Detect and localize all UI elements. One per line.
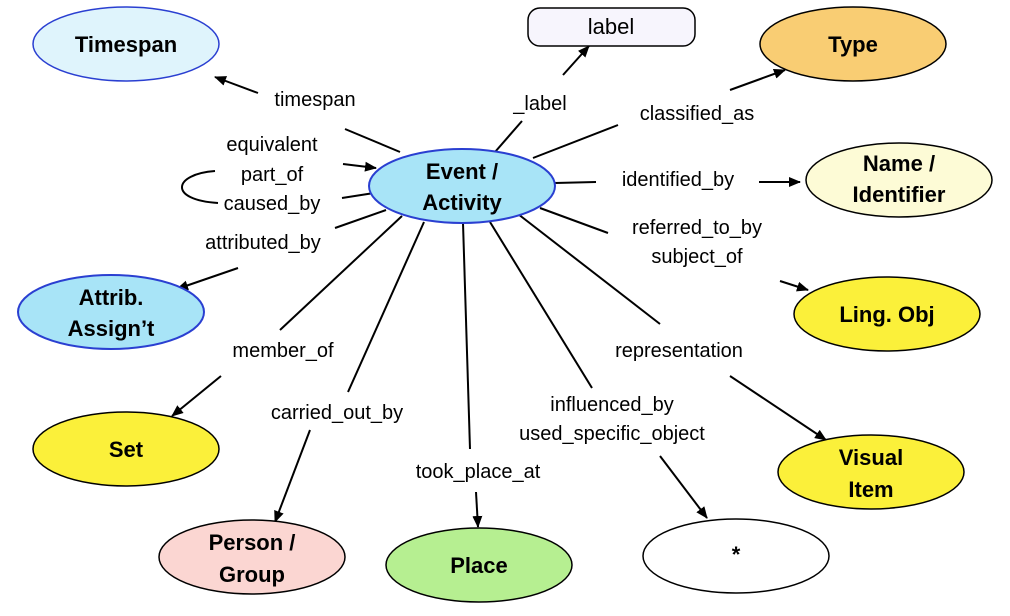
- node-attrib-assign[interactable]: Attrib. Assign’t: [17, 274, 205, 350]
- edge-self-loop: equivalent part_of caused_by: [181, 134, 377, 215]
- node-star[interactable]: *: [642, 518, 830, 594]
- edge-label-classified-as: classified_as: [640, 103, 755, 125]
- node-label-text: label: [588, 14, 634, 39]
- node-type[interactable]: Type: [759, 6, 947, 82]
- node-timespan-shape: [32, 6, 220, 82]
- node-event-shape: [368, 148, 556, 224]
- node-place-text: Place: [450, 553, 508, 578]
- edge-label-representation: representation: [615, 340, 743, 362]
- node-type-shape: [759, 6, 947, 82]
- node-visual-line2: Item: [848, 477, 893, 502]
- node-star-shape: [642, 518, 830, 594]
- node-ling-obj[interactable]: Ling. Obj: [793, 276, 981, 352]
- node-type-text: Type: [828, 32, 878, 57]
- node-timespan[interactable]: Timespan: [32, 6, 220, 82]
- node-name-line1: Name /: [863, 151, 935, 176]
- node-attrib-line1: Attrib.: [79, 285, 144, 310]
- edge-label-used-specific-object: used_specific_object: [519, 423, 705, 445]
- edge-label: _label: [494, 45, 590, 153]
- edge-identified-by: identified_by: [554, 169, 801, 191]
- node-event-line2: Activity: [422, 190, 502, 215]
- node-name-identifier[interactable]: Name / Identifier: [805, 142, 993, 218]
- node-person-line1: Person /: [209, 530, 296, 555]
- edge-timespan: timespan: [214, 76, 401, 153]
- node-lingobj-shape: [793, 276, 981, 352]
- edge-member-of: member_of: [171, 215, 403, 417]
- node-set-shape: [32, 411, 220, 487]
- node-name-line2: Identifier: [853, 182, 946, 207]
- edge-referred-to-by: referred_to_by subject_of: [539, 207, 809, 292]
- node-place[interactable]: Place: [385, 527, 573, 603]
- node-set[interactable]: Set: [32, 411, 220, 487]
- edge-label-timespan: timespan: [274, 89, 355, 111]
- node-timespan-text: Timespan: [75, 32, 177, 57]
- edge-label-referred-to-by: referred_to_by: [632, 217, 762, 239]
- node-set-text: Set: [109, 437, 144, 462]
- edge-influenced-by: influenced_by used_specific_object: [489, 221, 708, 519]
- edge-label-took-place-at: took_place_at: [416, 461, 541, 483]
- node-person-group[interactable]: Person / Group: [158, 519, 346, 595]
- edge-label-identified-by: identified_by: [622, 169, 734, 191]
- node-event-activity[interactable]: Event / Activity: [368, 148, 556, 224]
- node-label-shape: [527, 7, 696, 47]
- node-person-shape: [158, 519, 346, 595]
- node-attrib-shape: [17, 274, 205, 350]
- node-person-line2: Group: [219, 562, 285, 587]
- node-visual-line1: Visual: [839, 445, 903, 470]
- edge-carried-out-by: carried_out_by: [271, 221, 425, 523]
- edge-attributed-by: attributed_by: [176, 209, 387, 291]
- node-lingobj-text: Ling. Obj: [839, 302, 934, 327]
- node-attrib-line2: Assign’t: [68, 316, 155, 341]
- edge-label-member-of: member_of: [232, 340, 334, 362]
- edge-representation: representation: [517, 213, 827, 441]
- node-visual-item[interactable]: Visual Item: [777, 434, 965, 510]
- edge-label-caused-by: caused_by: [224, 193, 321, 215]
- edge-label-influenced-by: influenced_by: [550, 394, 673, 416]
- node-place-shape: [385, 527, 573, 603]
- edge-label-attributed-by: attributed_by: [205, 232, 321, 254]
- node-event-line1: Event /: [426, 159, 498, 184]
- node-star-text: *: [732, 542, 741, 567]
- edge-took-place-at: took_place_at: [416, 222, 541, 528]
- edge-label-equivalent: equivalent: [226, 134, 318, 156]
- node-label[interactable]: label: [527, 7, 696, 47]
- edge-label-subject-of: subject_of: [651, 246, 743, 268]
- edge-label-_label: _label: [512, 93, 566, 115]
- node-visual-shape: [777, 434, 965, 510]
- edge-label-part-of: part_of: [241, 164, 304, 186]
- edge-classified-as: classified_as: [532, 69, 786, 159]
- edge-label-carried-out-by: carried_out_by: [271, 402, 403, 424]
- node-name-shape: [805, 142, 993, 218]
